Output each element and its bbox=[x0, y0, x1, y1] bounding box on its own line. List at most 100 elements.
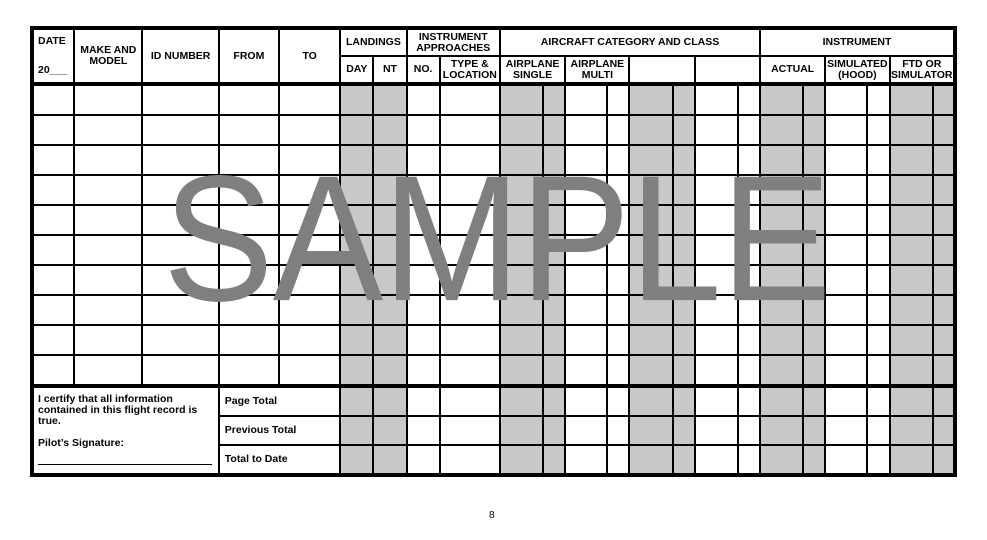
total-cell[interactable] bbox=[405, 384, 441, 417]
entry-cell[interactable] bbox=[693, 234, 739, 266]
entry-cell[interactable] bbox=[141, 354, 220, 387]
entry-cell[interactable] bbox=[671, 174, 696, 206]
entry-cell[interactable] bbox=[736, 144, 762, 176]
entry-cell[interactable] bbox=[606, 354, 631, 387]
entry-cell[interactable] bbox=[628, 83, 674, 116]
entry-cell[interactable] bbox=[824, 354, 869, 387]
entry-cell[interactable] bbox=[606, 294, 631, 326]
entry-cell[interactable] bbox=[405, 144, 441, 176]
total-cell[interactable] bbox=[628, 384, 674, 417]
entry-cell[interactable] bbox=[628, 204, 674, 236]
entry-cell[interactable] bbox=[141, 114, 220, 146]
total-cell[interactable] bbox=[931, 384, 957, 417]
entry-cell[interactable] bbox=[628, 354, 674, 387]
entry-cell[interactable] bbox=[866, 204, 891, 236]
total-cell[interactable] bbox=[339, 384, 375, 417]
entry-cell[interactable] bbox=[693, 83, 739, 116]
total-cell[interactable] bbox=[542, 415, 567, 446]
total-cell[interactable] bbox=[671, 384, 696, 417]
entry-cell[interactable] bbox=[736, 354, 762, 387]
entry-cell[interactable] bbox=[866, 294, 891, 326]
entry-cell[interactable] bbox=[802, 234, 827, 266]
entry-cell[interactable] bbox=[405, 264, 441, 296]
entry-cell[interactable] bbox=[30, 324, 76, 356]
entry-cell[interactable] bbox=[141, 294, 220, 326]
entry-cell[interactable] bbox=[866, 83, 891, 116]
entry-cell[interactable] bbox=[278, 83, 342, 116]
entry-cell[interactable] bbox=[339, 174, 375, 206]
entry-cell[interactable] bbox=[542, 234, 567, 266]
total-cell[interactable] bbox=[606, 444, 631, 476]
total-cell[interactable] bbox=[866, 384, 891, 417]
entry-cell[interactable] bbox=[217, 234, 281, 266]
entry-cell[interactable] bbox=[606, 324, 631, 356]
entry-cell[interactable] bbox=[339, 264, 375, 296]
total-cell[interactable] bbox=[628, 415, 674, 446]
entry-cell[interactable] bbox=[564, 83, 609, 116]
entry-cell[interactable] bbox=[671, 354, 696, 387]
entry-cell[interactable] bbox=[759, 354, 805, 387]
entry-cell[interactable] bbox=[564, 294, 609, 326]
entry-cell[interactable] bbox=[628, 234, 674, 266]
entry-cell[interactable] bbox=[542, 354, 567, 387]
entry-cell[interactable] bbox=[278, 114, 342, 146]
entry-cell[interactable] bbox=[802, 354, 827, 387]
entry-cell[interactable] bbox=[628, 114, 674, 146]
total-cell[interactable] bbox=[866, 415, 891, 446]
entry-cell[interactable] bbox=[217, 264, 281, 296]
entry-cell[interactable] bbox=[866, 114, 891, 146]
entry-cell[interactable] bbox=[671, 83, 696, 116]
entry-cell[interactable] bbox=[438, 324, 501, 356]
entry-cell[interactable] bbox=[671, 204, 696, 236]
entry-cell[interactable] bbox=[564, 174, 609, 206]
total-cell[interactable] bbox=[888, 444, 934, 476]
entry-cell[interactable] bbox=[141, 174, 220, 206]
total-cell[interactable] bbox=[888, 384, 934, 417]
entry-cell[interactable] bbox=[498, 234, 545, 266]
entry-cell[interactable] bbox=[736, 83, 762, 116]
entry-cell[interactable] bbox=[498, 144, 545, 176]
entry-cell[interactable] bbox=[628, 294, 674, 326]
total-cell[interactable] bbox=[802, 384, 827, 417]
entry-cell[interactable] bbox=[736, 294, 762, 326]
entry-cell[interactable] bbox=[542, 144, 567, 176]
entry-cell[interactable] bbox=[73, 174, 144, 206]
entry-cell[interactable] bbox=[671, 264, 696, 296]
entry-cell[interactable] bbox=[824, 144, 869, 176]
entry-cell[interactable] bbox=[736, 234, 762, 266]
entry-cell[interactable] bbox=[498, 114, 545, 146]
entry-cell[interactable] bbox=[73, 354, 144, 387]
entry-cell[interactable] bbox=[824, 174, 869, 206]
entry-cell[interactable] bbox=[542, 204, 567, 236]
entry-cell[interactable] bbox=[217, 324, 281, 356]
entry-cell[interactable] bbox=[372, 174, 408, 206]
entry-cell[interactable] bbox=[671, 324, 696, 356]
total-cell[interactable] bbox=[824, 444, 869, 476]
entry-cell[interactable] bbox=[628, 324, 674, 356]
entry-cell[interactable] bbox=[405, 354, 441, 387]
entry-cell[interactable] bbox=[736, 114, 762, 146]
entry-cell[interactable] bbox=[542, 174, 567, 206]
entry-cell[interactable] bbox=[888, 264, 934, 296]
entry-cell[interactable] bbox=[405, 204, 441, 236]
entry-cell[interactable] bbox=[30, 174, 76, 206]
entry-cell[interactable] bbox=[824, 204, 869, 236]
entry-cell[interactable] bbox=[372, 324, 408, 356]
entry-cell[interactable] bbox=[888, 144, 934, 176]
entry-cell[interactable] bbox=[931, 324, 957, 356]
entry-cell[interactable] bbox=[141, 264, 220, 296]
entry-cell[interactable] bbox=[888, 354, 934, 387]
entry-cell[interactable] bbox=[759, 204, 805, 236]
total-cell[interactable] bbox=[759, 415, 805, 446]
entry-cell[interactable] bbox=[438, 264, 501, 296]
entry-cell[interactable] bbox=[931, 264, 957, 296]
entry-cell[interactable] bbox=[438, 204, 501, 236]
total-cell[interactable] bbox=[802, 444, 827, 476]
entry-cell[interactable] bbox=[278, 354, 342, 387]
entry-cell[interactable] bbox=[278, 234, 342, 266]
entry-cell[interactable] bbox=[802, 204, 827, 236]
entry-cell[interactable] bbox=[628, 264, 674, 296]
entry-cell[interactable] bbox=[542, 114, 567, 146]
total-cell[interactable] bbox=[628, 444, 674, 476]
entry-cell[interactable] bbox=[372, 114, 408, 146]
